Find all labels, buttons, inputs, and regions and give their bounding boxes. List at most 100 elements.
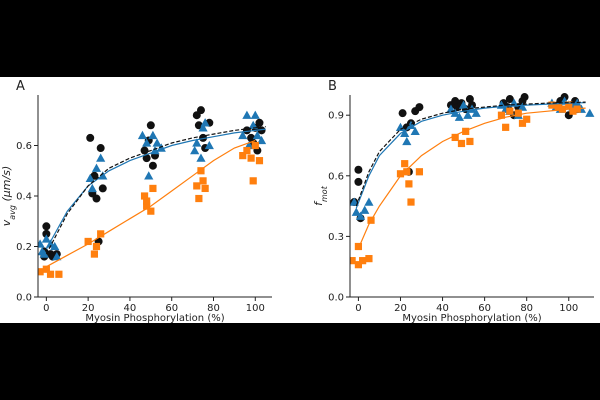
data-point-orange	[147, 207, 155, 215]
fit-curve-blue	[355, 102, 586, 209]
data-point-orange	[396, 170, 405, 178]
data-point-blue	[355, 211, 366, 220]
x-tick-label: 40	[436, 303, 449, 314]
data-point-black	[96, 144, 105, 153]
data-point-orange	[497, 111, 506, 119]
y-tick-label: 0.4	[16, 192, 32, 203]
data-point-orange	[506, 107, 514, 115]
x-tick-label: 100	[246, 303, 265, 314]
y-tick-label: 0.9	[328, 111, 344, 122]
data-point-blue	[87, 183, 97, 193]
data-point-blue	[85, 173, 95, 183]
fit-curve-black	[355, 101, 586, 207]
data-point-orange	[199, 177, 207, 185]
data-point-blue	[142, 138, 152, 147]
data-point-black	[196, 106, 205, 115]
x-tick-label: 20	[394, 303, 407, 314]
data-point-orange	[140, 192, 149, 200]
data-point-black	[98, 184, 107, 193]
y-tick-label: 0.6	[16, 141, 32, 152]
plot-area	[38, 106, 267, 278]
data-point-orange	[565, 101, 573, 109]
panel-label: A	[16, 79, 25, 94]
data-point-blue	[256, 135, 267, 145]
data-point-orange	[523, 115, 531, 123]
data-point-orange	[243, 146, 251, 155]
data-point-black	[142, 154, 151, 163]
data-point-blue	[252, 130, 262, 140]
data-point-orange	[405, 180, 413, 188]
fit-curve-orange	[46, 139, 256, 268]
data-point-orange	[514, 109, 522, 117]
data-point-blue	[517, 102, 528, 111]
x-tick-label: 40	[124, 303, 137, 314]
y-tick-label: 0.0	[328, 293, 344, 304]
data-point-orange	[350, 257, 356, 265]
y-axis-label: fmot	[312, 185, 329, 206]
data-point-black	[148, 161, 157, 170]
data-point-orange	[415, 168, 424, 176]
data-point-orange	[149, 184, 157, 193]
data-point-blue	[39, 249, 49, 258]
data-point-black	[257, 126, 266, 135]
data-point-blue	[50, 241, 60, 251]
data-point-orange	[354, 261, 363, 269]
data-point-orange	[354, 242, 363, 251]
data-point-black	[354, 165, 363, 174]
data-point-blue	[190, 145, 200, 155]
y-tick-label: 0.3	[328, 232, 344, 243]
data-point-blue	[91, 163, 102, 172]
x-axis-label: Myosin Phosphorylation (%)	[85, 313, 224, 323]
data-point-orange	[451, 133, 459, 142]
data-point-blue	[144, 171, 154, 180]
panel-a: A 0 20 40 60 80 100 0.0 0.2 0.4 0.6 Myosin Phosphor…	[0, 79, 272, 324]
data-point-black	[86, 133, 95, 142]
data-point-orange	[462, 127, 470, 135]
data-point-orange	[247, 154, 255, 162]
data-point-blue	[152, 138, 162, 147]
data-point-blue	[96, 153, 106, 162]
data-point-orange	[457, 139, 466, 148]
x-tick-label: 60	[165, 303, 178, 314]
data-point-blue	[364, 197, 374, 206]
data-point-orange	[90, 250, 99, 258]
data-point-black	[520, 93, 529, 102]
data-point-blue	[137, 130, 148, 140]
data-point-orange	[365, 255, 373, 263]
data-point-orange	[251, 141, 259, 150]
data-point-blue	[148, 130, 158, 140]
data-point-blue	[454, 112, 464, 121]
data-point-orange	[143, 197, 151, 205]
data-point-black	[42, 229, 51, 238]
x-axis-label: Myosin Phosphorylation (%)	[402, 313, 541, 323]
data-point-blue	[248, 120, 258, 129]
data-point-blue	[351, 207, 361, 216]
data-point-blue	[204, 140, 214, 150]
data-point-orange	[195, 194, 203, 203]
data-point-black	[354, 177, 363, 186]
data-point-black	[140, 146, 149, 155]
data-point-blue	[410, 126, 420, 136]
data-point-blue	[585, 108, 595, 117]
data-point-black	[42, 222, 51, 231]
x-tick-label: 60	[478, 303, 491, 314]
data-point-orange	[518, 119, 527, 127]
data-point-blue	[400, 128, 410, 138]
data-point-orange	[548, 101, 556, 109]
x-tick-label: 100	[559, 303, 578, 314]
data-point-orange	[55, 270, 63, 278]
data-point-blue	[471, 108, 481, 117]
data-point-orange	[466, 137, 474, 146]
data-point-orange	[92, 242, 101, 251]
y-axis-label: vavg (μm/s)	[0, 166, 17, 226]
data-point-blue	[463, 110, 473, 119]
x-tick-label: 0	[43, 303, 49, 314]
data-point-orange	[84, 237, 92, 246]
data-point-orange	[201, 184, 209, 193]
data-point-blue	[238, 130, 248, 140]
data-point-orange	[403, 168, 411, 176]
x-tick-label: 80	[520, 303, 533, 314]
panel-b: B 0 20 40 60 80 100 0.0 0.3 0.6 0.9 Myosin Phosphor…	[312, 79, 595, 324]
data-point-blue	[395, 122, 406, 131]
data-point-blue	[52, 252, 62, 261]
